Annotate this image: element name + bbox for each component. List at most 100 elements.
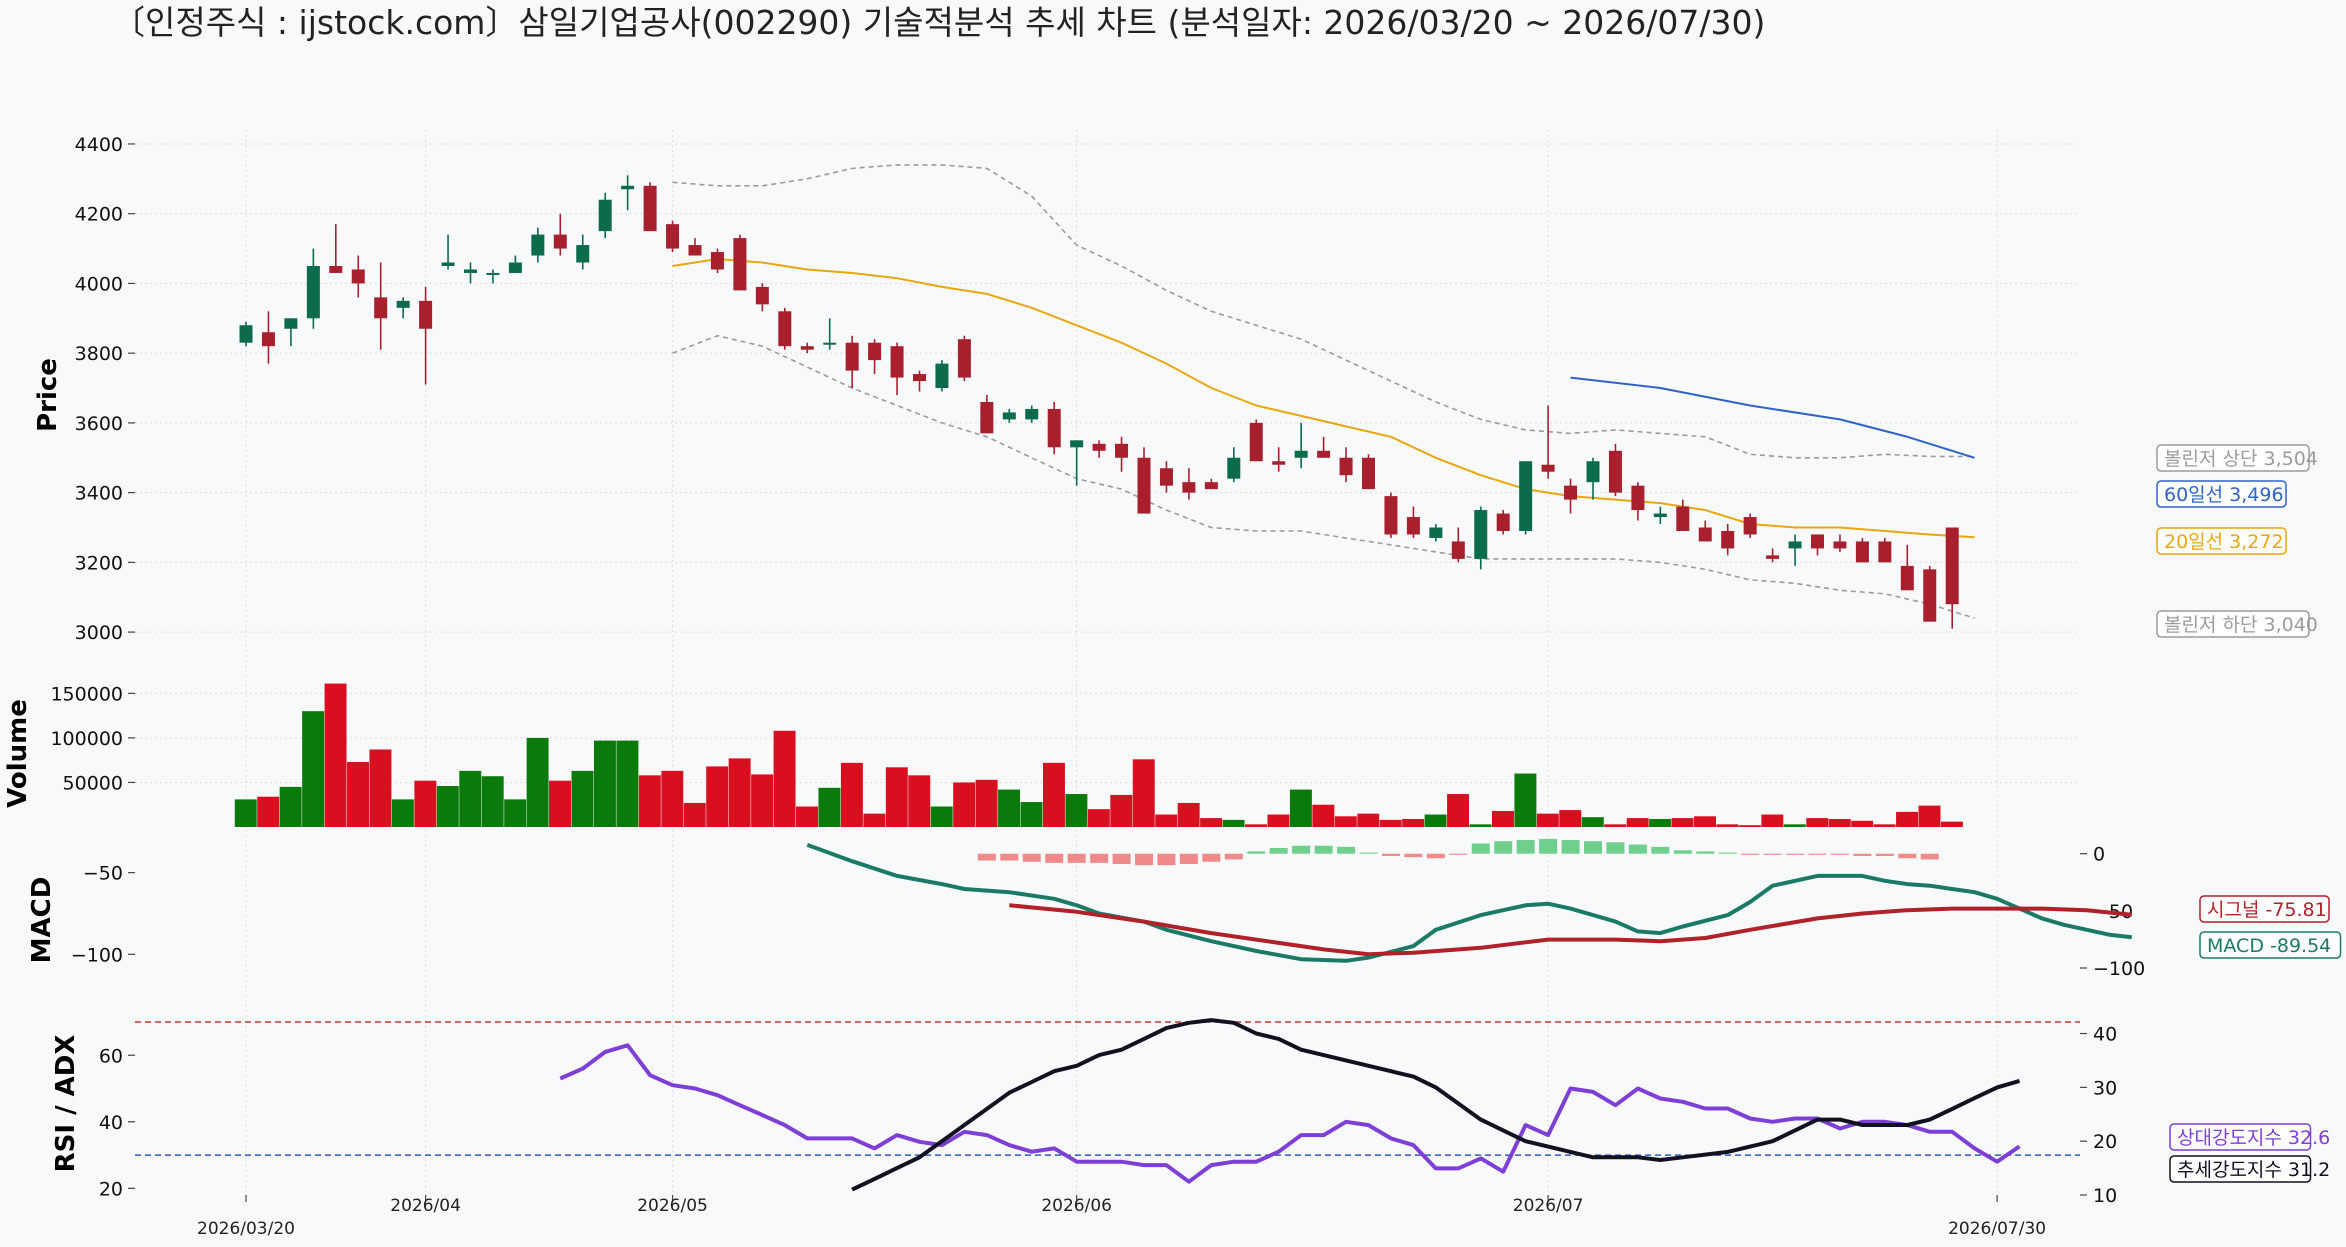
- ma60-line: [1570, 376, 1975, 459]
- volume-bar: [728, 758, 751, 827]
- candle-body: [1406, 517, 1420, 535]
- volume-bar: [1042, 762, 1065, 827]
- candle-body: [1788, 541, 1802, 549]
- macd-histogram-bar: [1673, 850, 1692, 854]
- volume-bar: [773, 730, 796, 827]
- x-tick-label: 2026/06: [1041, 1196, 1112, 1216]
- candle-body: [957, 339, 971, 378]
- volume-bar: [1694, 816, 1716, 827]
- candle-body: [1833, 541, 1847, 549]
- macd-histogram-bar: [1292, 845, 1311, 854]
- macd-label: MACD -89.54: [2199, 931, 2342, 959]
- volume-bar: [953, 782, 976, 827]
- macd-histogram-bar: [1898, 853, 1917, 859]
- volume-bar: [1312, 804, 1335, 827]
- macd-histogram-bar: [1112, 853, 1131, 864]
- rsi-left-tick-label: 40: [99, 1112, 123, 1134]
- volume-bar: [818, 787, 841, 827]
- price-axis-label: Price: [33, 358, 63, 432]
- volume-bar: [414, 780, 437, 827]
- macd-histogram-bar: [1381, 853, 1400, 856]
- rsi-adx-label: 추세강도지수 31.2: [2169, 1155, 2330, 1183]
- macd-histogram-bar: [1202, 853, 1221, 862]
- volume-bar: [1918, 805, 1941, 827]
- volume-bar: [481, 776, 504, 827]
- signal-line: [1009, 903, 2133, 957]
- volume-bar: [1514, 773, 1537, 827]
- candle-body: [486, 272, 500, 275]
- volume-bar: [1559, 810, 1582, 827]
- macd-histogram-bar: [1359, 852, 1378, 854]
- candle-body: [1474, 510, 1488, 559]
- candle-body: [688, 245, 702, 256]
- macd-histogram-bar: [1516, 840, 1535, 854]
- volume-bar: [796, 806, 818, 827]
- candle-body: [890, 346, 904, 378]
- candle-body: [1115, 443, 1129, 458]
- macd-histogram-bar: [1830, 853, 1849, 855]
- volume-bar: [1806, 818, 1829, 827]
- volume-bar: [234, 799, 257, 827]
- volume-bar: [1896, 811, 1919, 827]
- price-label: 볼린저 하단 3,040: [2156, 610, 2318, 638]
- volume-bar: [930, 806, 953, 827]
- volume-bar: [593, 740, 616, 827]
- price-tick-label: 4000: [75, 273, 123, 295]
- candle-body: [666, 224, 680, 249]
- macd-histogram-bar: [1135, 853, 1153, 866]
- price-label: 20일선 3,272: [2156, 527, 2287, 555]
- price-tick-label: 4400: [75, 134, 123, 156]
- rsi-left-tick-label: 60: [99, 1045, 123, 1067]
- svg-text:상대강도지수 32.6: 상대강도지수 32.6: [2177, 1127, 2330, 1149]
- adx-right-tick-label: 40: [2093, 1024, 2117, 1046]
- candle-body: [1923, 569, 1937, 622]
- candle-body: [1451, 541, 1465, 559]
- macd-histogram-bar: [1920, 853, 1939, 860]
- chart-title: 〔인정주식 : ijstock.com〕삼일기업공사(002290) 기술적분석…: [112, 3, 1765, 42]
- candle-body: [643, 185, 657, 232]
- volume-bar: [616, 740, 639, 827]
- price-tick-label: 3800: [75, 343, 123, 365]
- macd-histogram-bar: [1090, 853, 1109, 863]
- volume-bar: [706, 766, 729, 827]
- candle-body: [1743, 517, 1757, 535]
- macd-histogram-bar: [1224, 853, 1243, 860]
- candle-body: [508, 262, 522, 273]
- candle-body: [621, 185, 635, 190]
- bollinger-lower-line: [672, 334, 1975, 619]
- volume-bar: [1334, 816, 1357, 827]
- volume-bar: [347, 761, 369, 827]
- volume-bar: [279, 786, 302, 827]
- candle-body: [1429, 527, 1443, 538]
- volume-bar: [1379, 819, 1402, 827]
- x-tick-label: 2026/04: [390, 1196, 461, 1216]
- candle-body: [1653, 513, 1667, 518]
- volume-bar: [1761, 814, 1784, 827]
- macd-left-tick-label: −50: [83, 863, 123, 885]
- candle-body: [1878, 541, 1892, 563]
- candle-body: [306, 265, 320, 319]
- candle-body: [1070, 440, 1084, 448]
- candle-body: [913, 374, 926, 382]
- candle-body: [1204, 482, 1218, 490]
- macd-histogram-bar: [1022, 853, 1041, 862]
- volume-bar: [975, 779, 998, 827]
- candle-body: [778, 311, 792, 347]
- adx-right-tick-label: 20: [2093, 1131, 2117, 1153]
- macd-histogram-bar: [1404, 853, 1423, 858]
- candle-body: [1159, 468, 1173, 486]
- volume-bar: [1581, 817, 1604, 827]
- price-tick-label: 3600: [75, 413, 123, 435]
- x-tick-label: 2026/07/30: [1948, 1219, 2046, 1239]
- macd-histogram-bar: [1853, 853, 1872, 856]
- candle-body: [1317, 450, 1331, 458]
- bollinger-upper-line: [672, 164, 1975, 459]
- macd-histogram-bar: [1561, 840, 1580, 854]
- volume-bar: [1604, 824, 1627, 827]
- candle-body: [374, 297, 388, 319]
- macd-right-tick-label: 0: [2093, 844, 2105, 866]
- candle-body: [980, 401, 994, 434]
- macd-histogram-bar: [1741, 853, 1760, 855]
- rsi-line: [559, 1043, 2021, 1184]
